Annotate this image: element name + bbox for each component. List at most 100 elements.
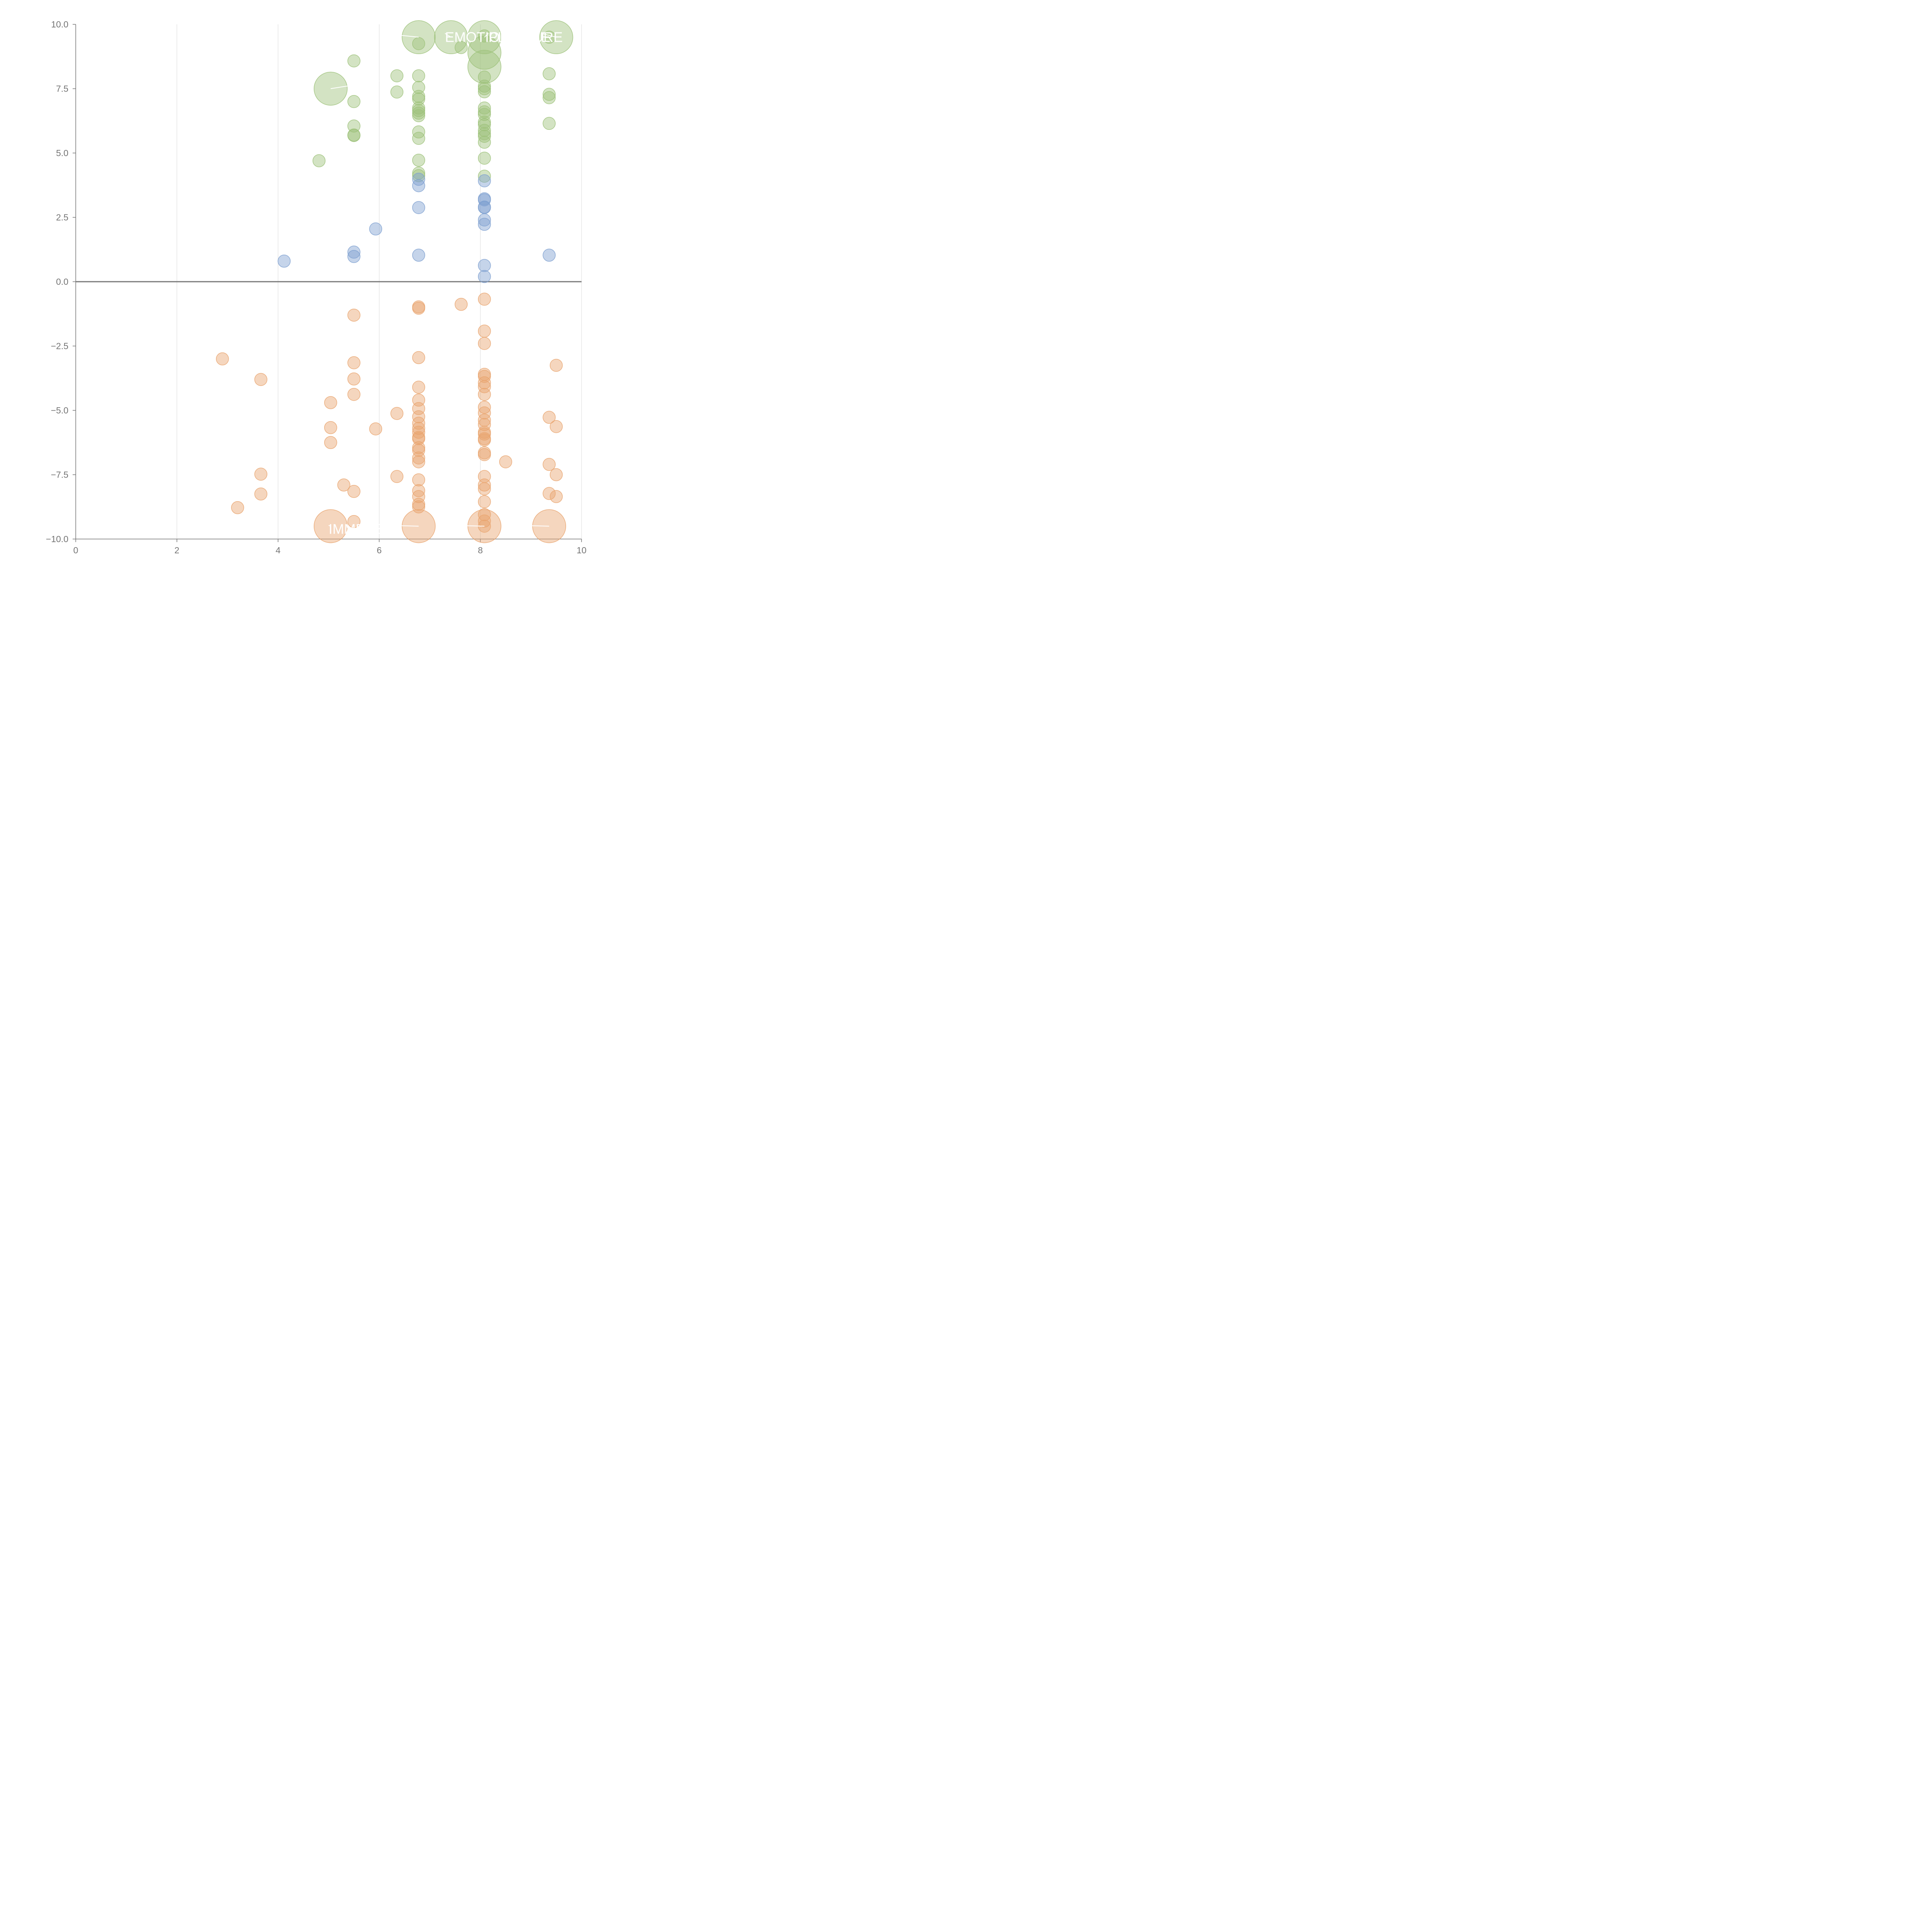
negative-bubble <box>478 478 491 492</box>
positive-bubble <box>467 36 502 70</box>
negative-bubble <box>478 495 491 509</box>
neutral-bubble <box>478 201 491 214</box>
annotation-label: D <box>382 29 392 45</box>
neutral-bubble <box>478 218 491 231</box>
axes: 0 2 4 6 8 10 −10.0 −7.5 −5.0 −2.5 0.0 2.5 5.0 7.5 10.0 <box>46 19 587 555</box>
negative-bubble <box>549 468 563 481</box>
neutral-bubble <box>369 222 382 236</box>
y-tick-label: 0.0 <box>56 277 68 287</box>
annotation-label: S <box>379 77 388 93</box>
bubble-scatter-chart: 0 2 4 6 8 10 −10.0 −7.5 −5.0 −2.5 0.0 2.5 5.0 7.5 10.0… <box>46 19 587 555</box>
neutral-bubble <box>478 193 491 206</box>
y-tick-label: −10.0 <box>46 534 68 544</box>
negative-bubble <box>478 376 491 389</box>
positive-bubble <box>478 136 491 149</box>
negative-bubble <box>254 487 267 501</box>
positive-bubble <box>412 81 425 94</box>
negative-bubble <box>478 293 491 306</box>
negative-bubble <box>549 359 563 372</box>
x-tick-label: 6 <box>377 545 382 555</box>
positive-bubble <box>543 91 556 104</box>
negative-bubble <box>478 380 491 393</box>
y-tick-label: −5.0 <box>51 405 68 415</box>
positive-bubble <box>412 37 425 50</box>
negative-bubble <box>347 388 361 401</box>
neutral-bubble <box>412 248 425 262</box>
neutral-bubble <box>478 174 491 187</box>
y-tick-label: 7.5 <box>56 84 68 94</box>
y-tick-label: −2.5 <box>51 341 68 351</box>
positive-bubble <box>412 109 425 122</box>
negative-bubble <box>347 515 361 528</box>
positive-bubble <box>478 70 491 84</box>
negative-bubble <box>412 422 425 435</box>
y-tick-label: 10.0 <box>51 19 68 29</box>
negative-bubble <box>324 396 337 409</box>
annotation-label: IMMENSE <box>329 521 394 537</box>
negative-bubble <box>390 470 403 483</box>
positive-bubble <box>478 85 491 99</box>
annotation-leader <box>381 33 419 38</box>
negative-bubble <box>347 485 361 498</box>
negative-bubble <box>216 352 229 366</box>
positive-bubble <box>412 153 425 167</box>
negative-bubble <box>499 455 512 468</box>
annotation-leader <box>541 33 556 38</box>
annotation-label: B <box>452 521 462 537</box>
positive-bubble <box>390 69 403 82</box>
x-tick-label: 10 <box>577 545 587 555</box>
positive-bubble <box>347 54 361 68</box>
negative-bubble <box>254 468 267 481</box>
y-tick-label: 2.5 <box>56 213 68 223</box>
neutral-bubble <box>412 201 425 214</box>
positive-bubble <box>412 132 425 145</box>
negative-bubble <box>478 433 491 447</box>
neutral-bubble <box>347 250 361 263</box>
annotation-leader <box>445 33 451 38</box>
annotation-leader <box>484 33 489 38</box>
neutral-bubble <box>347 245 361 259</box>
negative-bubble <box>478 388 491 401</box>
negative-bubble <box>347 372 361 386</box>
negative-bubble <box>369 422 382 435</box>
annotation-label: EMOTIONAL <box>445 29 527 45</box>
negative-bubble <box>478 325 491 338</box>
negative-bubble <box>543 458 556 471</box>
positive-bubble <box>312 154 326 167</box>
negative-bubble <box>478 337 491 350</box>
y-tick-label: 5.0 <box>56 148 68 158</box>
neutral-bubble <box>412 179 425 192</box>
positive-bubble <box>543 117 556 130</box>
negative-bubble <box>412 417 425 430</box>
neutral-bubble <box>478 259 491 272</box>
positive-bubble <box>478 170 491 183</box>
neutral-bubble <box>478 270 491 283</box>
negative-bubble <box>412 301 425 315</box>
negative-bubble <box>412 455 425 468</box>
positive-bubble <box>478 118 491 131</box>
negative-bubble <box>549 420 563 433</box>
x-tick-label: 0 <box>73 545 78 555</box>
annotation-label: R <box>387 521 397 537</box>
positive-bubble <box>347 95 361 108</box>
positive-bubble <box>543 88 556 101</box>
negative-bubble <box>231 501 244 514</box>
negative-bubble <box>478 418 491 431</box>
negative-bubble <box>478 406 491 420</box>
negative-bubble <box>390 407 403 420</box>
positive-bubble <box>454 41 468 54</box>
negative-bubble <box>543 411 556 424</box>
negative-bubble <box>337 478 350 492</box>
bubbles <box>216 20 573 543</box>
neutral-bubble <box>478 213 491 226</box>
positive-bubble <box>390 85 403 99</box>
annotation-label: E <box>541 29 550 45</box>
negative-bubble <box>454 298 468 311</box>
annotation-label: K <box>516 521 525 537</box>
negative-bubble <box>412 473 425 486</box>
negative-bubble <box>412 451 425 464</box>
x-tick-label: 2 <box>174 545 179 555</box>
negative-bubble <box>478 448 491 461</box>
negative-bubble <box>324 421 337 434</box>
